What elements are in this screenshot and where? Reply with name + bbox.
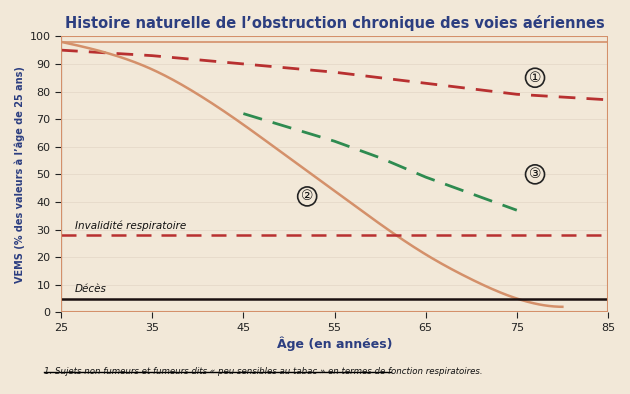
X-axis label: Âge (en années): Âge (en années)	[277, 337, 392, 351]
Text: ①: ①	[529, 71, 541, 85]
Title: Histoire naturelle de l’obstruction chronique des voies aériennes: Histoire naturelle de l’obstruction chro…	[65, 15, 604, 31]
Text: 1. Sujets non fumeurs et fumeurs dits « peu sensibles au tabac » en termes de fo: 1. Sujets non fumeurs et fumeurs dits « …	[44, 367, 483, 376]
Y-axis label: VEMS (% des valeurs à l’âge de 25 ans): VEMS (% des valeurs à l’âge de 25 ans)	[15, 66, 25, 283]
Text: ②: ②	[301, 190, 313, 203]
Text: Invalidité respiratoire: Invalidité respiratoire	[75, 220, 186, 231]
Text: ③: ③	[529, 167, 541, 181]
Text: Décès: Décès	[75, 284, 106, 294]
